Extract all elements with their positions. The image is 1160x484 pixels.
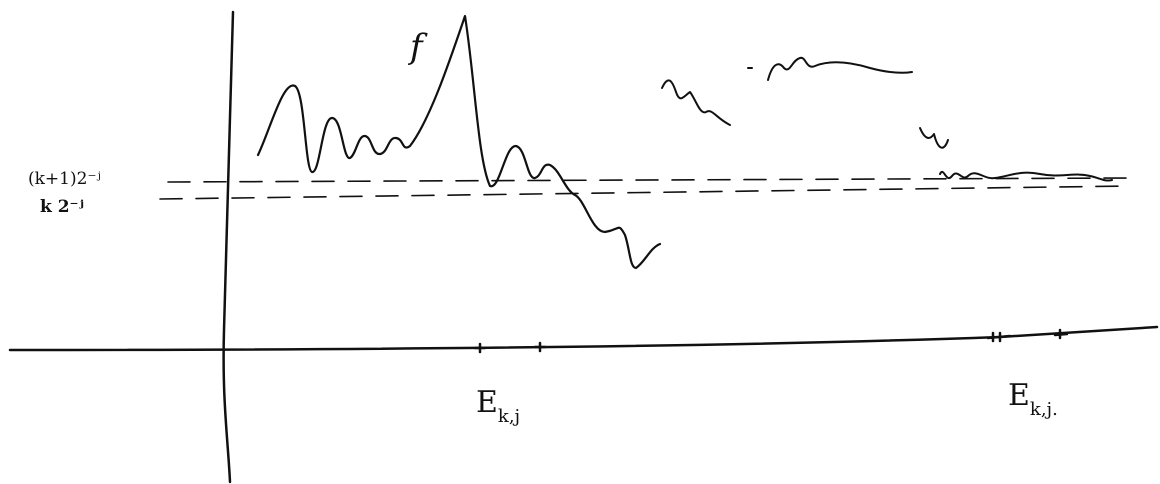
- function-curve-fragment: [920, 128, 948, 148]
- set-label: Ek,j: [476, 385, 520, 427]
- set-points: [475, 330, 1067, 352]
- lower-level-line: [160, 186, 1130, 199]
- upper-level-label: (k+1)2⁻ʲ: [28, 169, 101, 189]
- set-label-sub: k,j.: [1030, 399, 1058, 420]
- function-curve-fragment: [662, 80, 730, 125]
- horizontal-axis: [10, 327, 1157, 350]
- function-curve-fragment: [748, 58, 912, 80]
- set-label-main: E: [476, 385, 498, 420]
- function-curve: [258, 16, 660, 268]
- set-label-sub: k,j: [498, 406, 520, 427]
- vertical-axis: [224, 12, 233, 482]
- upper-level-line: [168, 178, 1130, 182]
- lower-level-label: k 2⁻ʲ: [40, 197, 84, 217]
- diagram: f (k+1)2⁻ʲ k 2⁻ʲ Ek,j Ek,j.: [0, 0, 1160, 484]
- set-label: Ek,j.: [1008, 378, 1058, 420]
- function-label: f: [407, 27, 428, 67]
- set-label-main: E: [1008, 378, 1030, 413]
